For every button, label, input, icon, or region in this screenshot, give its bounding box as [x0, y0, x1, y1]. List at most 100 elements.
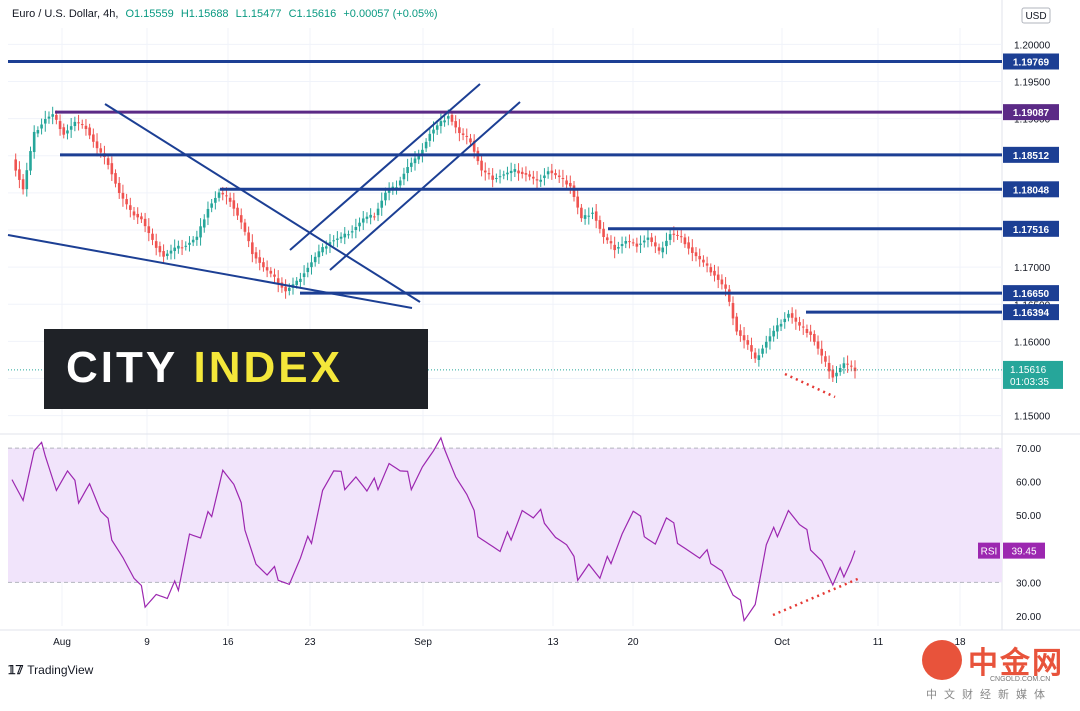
- candle-body: [40, 124, 43, 129]
- candle-body: [158, 246, 162, 253]
- candle-body: [269, 270, 273, 274]
- candle-body: [350, 231, 354, 233]
- rsi-line: [11, 436, 856, 623]
- level-label-box: [1003, 285, 1059, 302]
- candle-body: [136, 213, 140, 218]
- city-index-logo: CITY INDEX: [44, 329, 428, 409]
- candle-body: [165, 253, 169, 256]
- candle-body: [62, 127, 66, 135]
- candle-body: [446, 116, 450, 119]
- candle-body: [225, 195, 228, 197]
- price-tick-label: 1.17000: [1014, 263, 1051, 274]
- candle-body: [665, 240, 668, 247]
- candle-body: [539, 179, 543, 182]
- candle-body: [639, 243, 642, 245]
- candle-body: [51, 114, 54, 117]
- city-index-word2: INDEX: [193, 343, 343, 392]
- candle-body: [469, 138, 472, 143]
- rsi-name-label: RSI: [981, 547, 998, 558]
- trendline: [104, 103, 421, 303]
- candle-body: [195, 236, 199, 240]
- candle-body: [306, 267, 310, 273]
- candle-body: [99, 148, 103, 153]
- candle-body: [32, 131, 36, 153]
- candle-body: [554, 173, 557, 176]
- candle-body: [243, 222, 247, 232]
- candle-body: [276, 278, 280, 284]
- candle-body: [676, 234, 679, 236]
- candle-body: [332, 240, 335, 242]
- currency-badge: [1021, 7, 1051, 24]
- x-tick-label: Sep: [414, 637, 432, 648]
- change-value: +0.00057 (+0.05%): [343, 8, 438, 20]
- candle-body: [236, 207, 239, 216]
- candle-body: [691, 247, 694, 253]
- candle-body: [177, 245, 180, 249]
- candle-body: [617, 247, 620, 249]
- candle-body: [55, 114, 58, 120]
- candle-body: [361, 218, 365, 223]
- candle-body: [565, 180, 568, 185]
- candle-body: [520, 171, 524, 175]
- candle-body: [239, 215, 243, 223]
- candle-body: [14, 159, 17, 171]
- candle-body: [461, 133, 465, 135]
- candle-body: [214, 197, 217, 203]
- candle-body: [117, 182, 121, 194]
- price-tick-label: 1.20000: [1014, 40, 1051, 51]
- candle-body: [491, 175, 494, 180]
- candle-body: [850, 365, 853, 367]
- candle-body: [805, 329, 809, 334]
- candle-body: [114, 173, 117, 184]
- candle-body: [354, 226, 358, 230]
- x-tick-label: 20: [627, 637, 639, 648]
- candle-body: [217, 192, 221, 198]
- candle-body: [761, 348, 764, 354]
- candle-body: [129, 205, 132, 210]
- candle-body: [173, 247, 176, 252]
- candle-body: [720, 279, 724, 285]
- candle-body: [398, 180, 402, 186]
- candle-body: [535, 179, 539, 181]
- tradingview-logo[interactable]: 𝟙𝟟 TradingView: [8, 663, 93, 677]
- candle-body: [698, 255, 702, 260]
- candle-body: [816, 341, 820, 349]
- candle-body: [495, 178, 498, 180]
- rsi-tick-label: 60.00: [1016, 478, 1041, 489]
- candle-body: [624, 241, 628, 244]
- candle-body: [202, 219, 206, 228]
- candle-body: [428, 133, 432, 141]
- candle-body: [154, 241, 158, 248]
- candle-body: [753, 352, 757, 359]
- level-label: 1.19769: [1013, 57, 1050, 68]
- level-label-box: [1003, 146, 1059, 163]
- candle-body: [635, 243, 639, 247]
- candle-body: [328, 242, 332, 245]
- candle-body: [709, 267, 713, 273]
- candle-body: [262, 262, 265, 268]
- price-tick-label: 1.19500: [1014, 77, 1051, 88]
- candle-body: [387, 189, 391, 193]
- candle-body: [125, 199, 128, 205]
- candle-body: [324, 246, 328, 249]
- candle-body: [21, 179, 25, 190]
- candle-body: [642, 240, 646, 243]
- candle-body: [713, 270, 716, 276]
- candle-body: [613, 244, 616, 251]
- candle-body: [317, 251, 321, 258]
- candle-body: [735, 316, 738, 332]
- rsi-tick-label: 70.00: [1016, 444, 1041, 455]
- candle-body: [809, 331, 812, 335]
- trendline: [289, 83, 481, 251]
- candle-body: [594, 211, 598, 221]
- open-value: O1.15559: [125, 8, 174, 20]
- x-tick-label: 9: [144, 637, 150, 648]
- candle-body: [628, 241, 631, 243]
- candle-body: [84, 125, 88, 130]
- candle-body: [458, 127, 461, 134]
- candle-body: [132, 211, 136, 216]
- x-tick-label: Oct: [774, 637, 790, 648]
- candle-body: [321, 247, 324, 253]
- candle-body: [764, 341, 768, 348]
- high-value: H1.15688: [180, 8, 229, 20]
